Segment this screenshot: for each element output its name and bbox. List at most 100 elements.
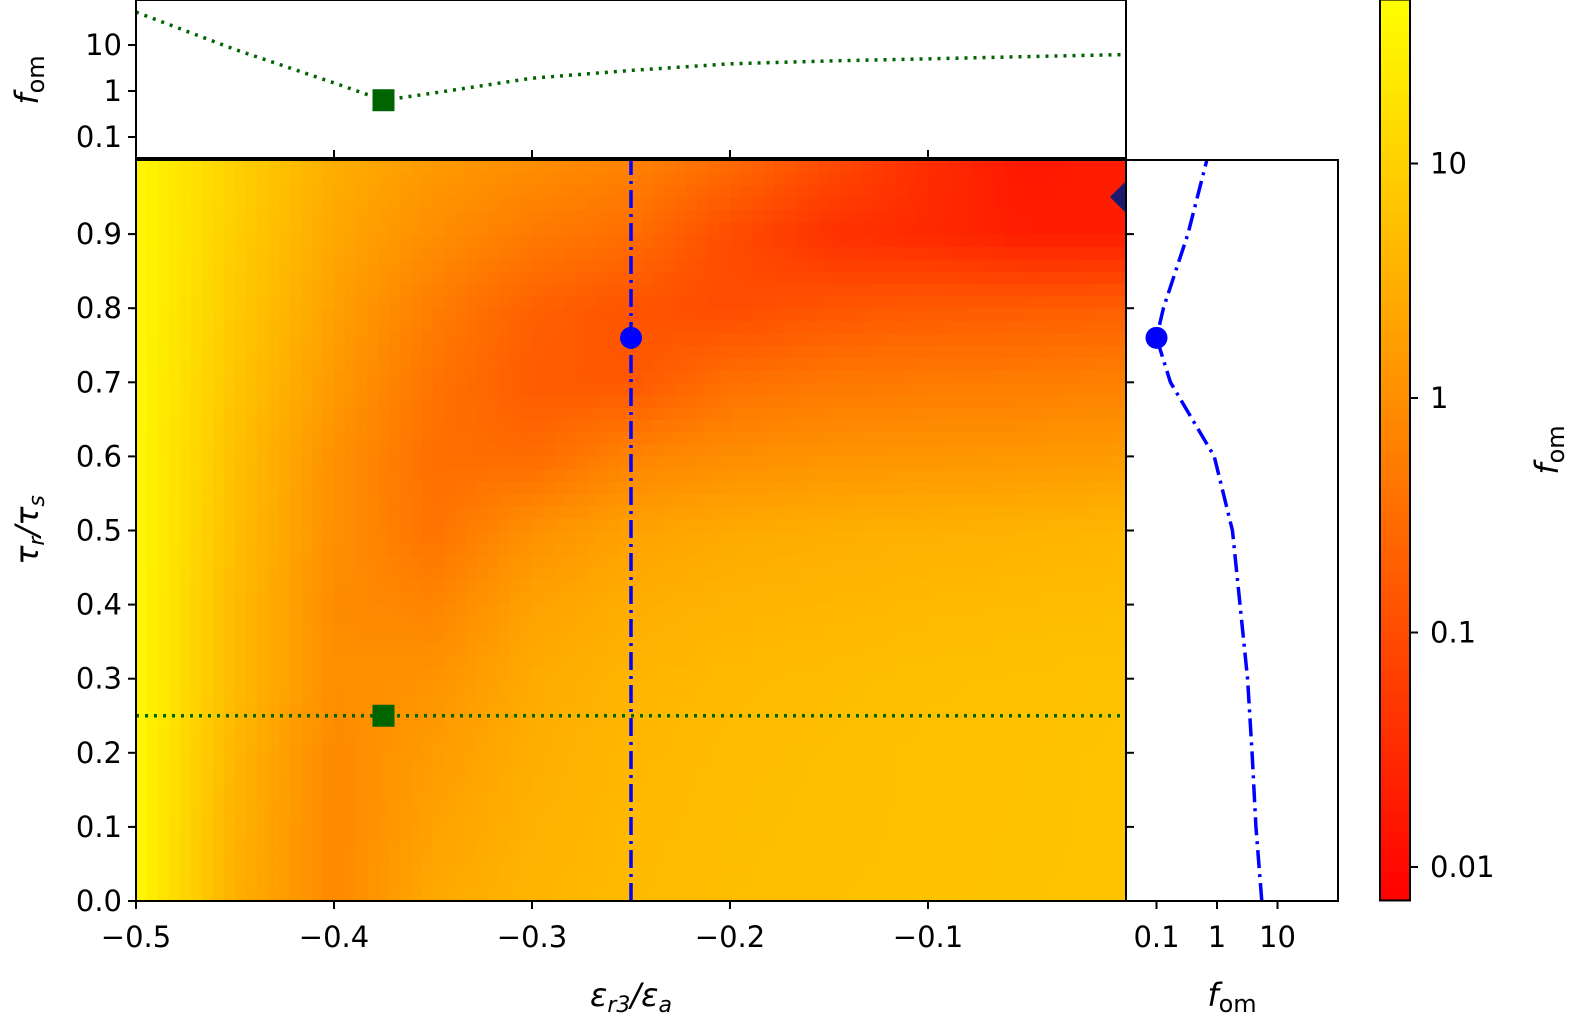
heatmap-cell: [235, 419, 247, 433]
heatmap-cell: [708, 221, 720, 235]
heatmap-cell: [147, 246, 159, 260]
heatmap-cell: [224, 691, 236, 704]
heatmap-cell: [543, 234, 555, 248]
heatmap-cell: [147, 814, 159, 828]
heatmap-cell: [422, 777, 434, 791]
heatmap-cell: [917, 419, 929, 433]
heatmap-cell: [598, 802, 610, 816]
heatmap-cell: [697, 160, 709, 173]
heatmap-cell: [444, 629, 456, 643]
heatmap-cell: [708, 555, 720, 569]
heatmap-cell: [543, 530, 555, 544]
heatmap-cell: [994, 444, 1006, 457]
heatmap-cell: [224, 160, 236, 173]
heatmap-cell: [719, 616, 731, 630]
heatmap-cell: [697, 481, 709, 495]
heatmap-cell: [433, 863, 445, 877]
heatmap-cell: [862, 369, 874, 383]
heatmap-cell: [664, 876, 676, 890]
heatmap-cell: [598, 752, 610, 766]
heatmap-cell: [873, 481, 885, 495]
heatmap-cell: [224, 876, 236, 890]
heatmap-cell: [202, 678, 214, 692]
heatmap-cell: [785, 567, 797, 581]
heatmap-cell: [785, 839, 797, 853]
heatmap-cell: [686, 320, 698, 334]
heatmap-cell: [862, 172, 874, 186]
heatmap-cell: [587, 691, 599, 704]
heatmap-cell: [224, 752, 236, 766]
heatmap-cell: [895, 197, 907, 210]
heatmap-cell: [268, 271, 280, 285]
heatmap-cell: [796, 740, 808, 754]
heatmap-cell: [972, 542, 984, 556]
heatmap-cell: [521, 172, 533, 186]
heatmap-cell: [213, 345, 225, 359]
heatmap-cell: [510, 542, 522, 556]
heatmap-cell: [752, 221, 764, 235]
heatmap-cell: [785, 332, 797, 346]
heatmap-cell: [543, 468, 555, 482]
heatmap-cell: [1016, 246, 1028, 260]
heatmap-cell: [620, 789, 632, 803]
heatmap-cell: [983, 382, 995, 396]
heatmap-cell: [466, 641, 478, 655]
heatmap-cell: [774, 246, 786, 260]
heatmap-cell: [422, 184, 434, 198]
heatmap-cell: [708, 481, 720, 495]
heatmap-cell: [906, 283, 918, 297]
heatmap-cell: [752, 629, 764, 643]
heatmap-cell: [356, 160, 368, 173]
heatmap-cell: [400, 752, 412, 766]
heatmap-cell: [521, 629, 533, 643]
heatmap-cell: [653, 839, 665, 853]
heatmap-cell: [983, 863, 995, 877]
heatmap-cell: [730, 468, 742, 482]
heatmap: [136, 160, 1127, 902]
heatmap-cell: [378, 826, 390, 840]
heatmap-cell: [906, 246, 918, 260]
heatmap-cell: [884, 234, 896, 248]
heatmap-cell: [1016, 295, 1028, 309]
heatmap-cell: [224, 246, 236, 260]
heatmap-cell: [840, 888, 852, 902]
heatmap-cell: [576, 814, 588, 828]
heatmap-cell: [323, 826, 335, 840]
heatmap-cell: [213, 258, 225, 272]
heatmap-cell: [444, 493, 456, 507]
heatmap-cell: [686, 369, 698, 383]
heatmap-cell: [807, 814, 819, 828]
heatmap-cell: [1005, 789, 1017, 803]
heatmap-cell: [631, 221, 643, 235]
heatmap-cell: [576, 271, 588, 285]
heatmap-cell: [488, 765, 500, 779]
heatmap-cell: [455, 728, 467, 742]
heatmap-cell: [224, 234, 236, 248]
heatmap-cell: [312, 357, 324, 371]
heatmap-cell: [532, 839, 544, 853]
heatmap-cell: [235, 604, 247, 618]
heatmap-cell: [730, 616, 742, 630]
heatmap-cell: [719, 308, 731, 322]
heatmap-cell: [939, 765, 951, 779]
heatmap-cell: [488, 715, 500, 729]
heatmap-cell: [532, 777, 544, 791]
heatmap-cell: [785, 369, 797, 383]
heatmap-cell: [697, 518, 709, 532]
heatmap-cell: [906, 888, 918, 902]
heatmap-cell: [983, 691, 995, 704]
heatmap-cell: [642, 616, 654, 630]
heatmap-cell: [477, 592, 489, 606]
heatmap-cell: [741, 839, 753, 853]
heatmap-cell: [400, 616, 412, 630]
heatmap-cell: [334, 369, 346, 383]
heatmap-cell: [488, 332, 500, 346]
heatmap-cell: [378, 530, 390, 544]
heatmap-cell: [268, 221, 280, 235]
heatmap-cell: [741, 530, 753, 544]
heatmap-cell: [554, 592, 566, 606]
heatmap-cell: [741, 641, 753, 655]
heatmap-cell: [774, 616, 786, 630]
heatmap-cell: [763, 209, 775, 223]
heatmap-cell: [246, 579, 258, 593]
